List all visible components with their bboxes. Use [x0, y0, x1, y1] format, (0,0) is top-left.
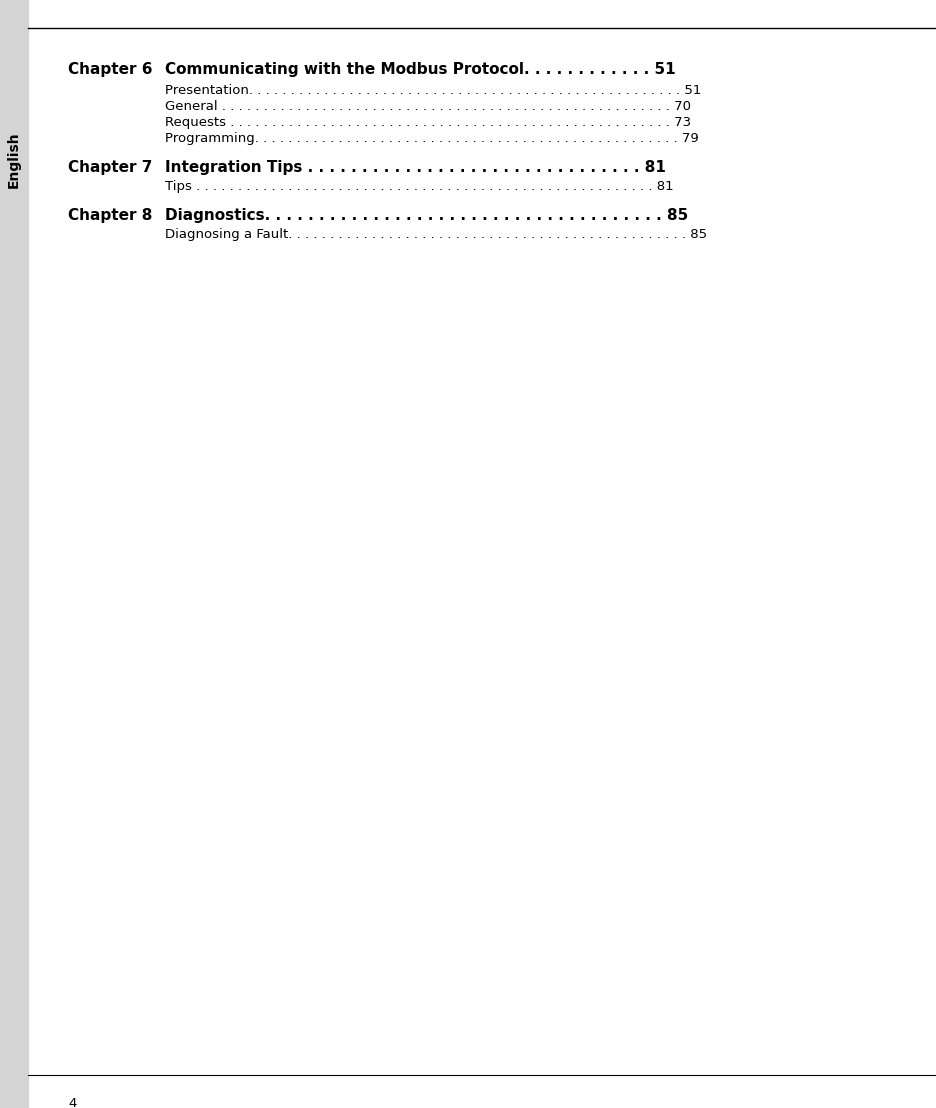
Text: Communicating with the Modbus Protocol. . . . . . . . . . . . 51: Communicating with the Modbus Protocol. …: [165, 62, 676, 76]
Text: Programming. . . . . . . . . . . . . . . . . . . . . . . . . . . . . . . . . . .: Programming. . . . . . . . . . . . . . .…: [165, 132, 699, 145]
Bar: [0, 0, 28, 1108]
Text: Chapter 6: Chapter 6: [68, 62, 153, 76]
Text: 4: 4: [68, 1097, 77, 1108]
Text: Chapter 8: Chapter 8: [68, 208, 153, 223]
Text: Chapter 7: Chapter 7: [68, 160, 153, 175]
Text: English: English: [7, 132, 21, 188]
Text: Requests . . . . . . . . . . . . . . . . . . . . . . . . . . . . . . . . . . . .: Requests . . . . . . . . . . . . . . . .…: [165, 116, 691, 129]
Text: Integration Tips . . . . . . . . . . . . . . . . . . . . . . . . . . . . . . . 8: Integration Tips . . . . . . . . . . . .…: [165, 160, 665, 175]
Text: Diagnostics. . . . . . . . . . . . . . . . . . . . . . . . . . . . . . . . . . .: Diagnostics. . . . . . . . . . . . . . .…: [165, 208, 688, 223]
Text: General . . . . . . . . . . . . . . . . . . . . . . . . . . . . . . . . . . . . : General . . . . . . . . . . . . . . . . …: [165, 100, 691, 113]
Text: Presentation. . . . . . . . . . . . . . . . . . . . . . . . . . . . . . . . . . : Presentation. . . . . . . . . . . . . . …: [165, 84, 701, 98]
Text: Tips . . . . . . . . . . . . . . . . . . . . . . . . . . . . . . . . . . . . . .: Tips . . . . . . . . . . . . . . . . . .…: [165, 179, 674, 193]
Text: Diagnosing a Fault. . . . . . . . . . . . . . . . . . . . . . . . . . . . . . . : Diagnosing a Fault. . . . . . . . . . . …: [165, 228, 707, 242]
